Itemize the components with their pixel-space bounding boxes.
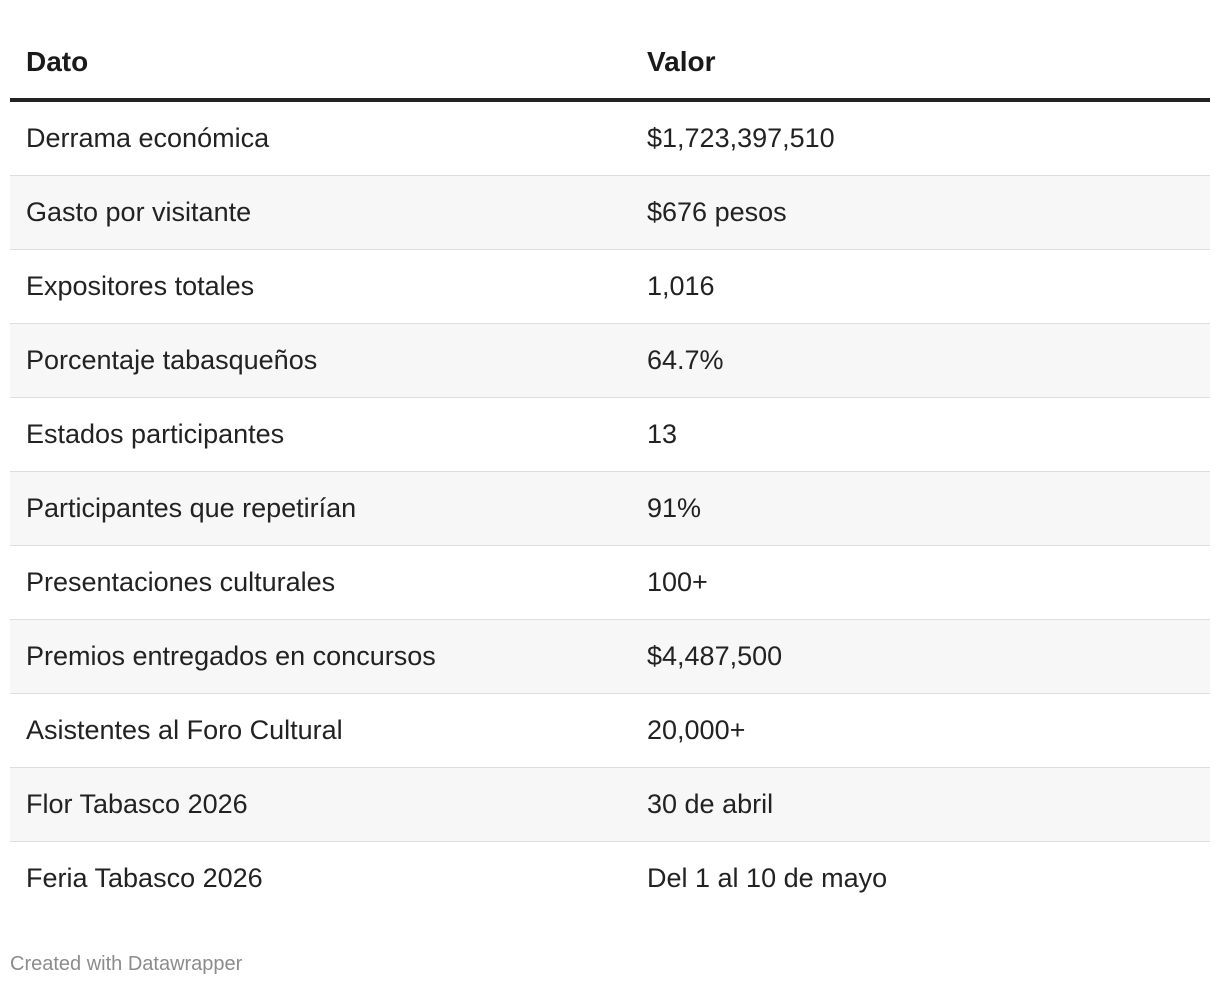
cell-dato: Flor Tabasco 2026 bbox=[10, 767, 631, 842]
table-row: Presentaciones culturales 100+ bbox=[10, 545, 1210, 620]
cell-valor: 64.7% bbox=[631, 323, 1210, 398]
cell-dato: Derrama económica bbox=[10, 100, 631, 176]
data-table: Dato Valor Derrama económica $1,723,397,… bbox=[10, 26, 1210, 915]
cell-valor: 91% bbox=[631, 471, 1210, 546]
column-header-dato[interactable]: Dato bbox=[10, 26, 631, 102]
cell-valor: 100+ bbox=[631, 545, 1210, 620]
cell-valor: 1,016 bbox=[631, 249, 1210, 324]
table-row: Derrama económica $1,723,397,510 bbox=[10, 100, 1210, 176]
header-row: Dato Valor bbox=[10, 26, 1210, 102]
table-row: Porcentaje tabasqueños 64.7% bbox=[10, 323, 1210, 398]
table-row: Premios entregados en concursos $4,487,5… bbox=[10, 619, 1210, 694]
cell-valor: 13 bbox=[631, 397, 1210, 472]
cell-dato: Presentaciones culturales bbox=[10, 545, 631, 620]
cell-dato: Feria Tabasco 2026 bbox=[26, 863, 263, 893]
table-row: Gasto por visitante $676 pesos bbox=[10, 175, 1210, 250]
datawrapper-credit-link[interactable]: Created with Datawrapper bbox=[10, 953, 243, 975]
table-row: Expositores totales 1,016 bbox=[10, 249, 1210, 324]
cell-valor: $1,723,397,510 bbox=[631, 100, 1210, 176]
cell-valor: Del 1 al 10 de mayo bbox=[647, 863, 888, 893]
column-header-valor[interactable]: Valor bbox=[631, 26, 1210, 102]
cell-dato: Gasto por visitante bbox=[10, 175, 631, 250]
cell-valor: $4,487,500 bbox=[631, 619, 1210, 694]
table-body: Derrama económica $1,723,397,510 Gasto p… bbox=[10, 100, 1210, 915]
cell-dato: Premios entregados en concursos bbox=[10, 619, 631, 694]
table-header: Dato Valor bbox=[10, 26, 1210, 102]
table-row: Estados participantes 13 bbox=[10, 397, 1210, 472]
cell-valor: 30 de abril bbox=[631, 767, 1210, 842]
table-row: Feria Tabasco 2026 Del 1 al 10 de mayo bbox=[10, 842, 1210, 916]
cell-dato: Estados participantes bbox=[10, 397, 631, 472]
cell-dato: Participantes que repetirían bbox=[10, 471, 631, 546]
cell-valor: $676 pesos bbox=[631, 175, 1210, 250]
cell-dato: Asistentes al Foro Cultural bbox=[10, 693, 631, 768]
cell-dato: Porcentaje tabasqueños bbox=[10, 323, 631, 398]
cell-dato: Expositores totales bbox=[10, 249, 631, 324]
table-row: Flor Tabasco 2026 30 de abril bbox=[10, 767, 1210, 842]
table-row: Asistentes al Foro Cultural 20,000+ bbox=[10, 693, 1210, 768]
table-row: Participantes que repetirían 91% bbox=[10, 471, 1210, 546]
cell-valor: 20,000+ bbox=[631, 693, 1210, 768]
